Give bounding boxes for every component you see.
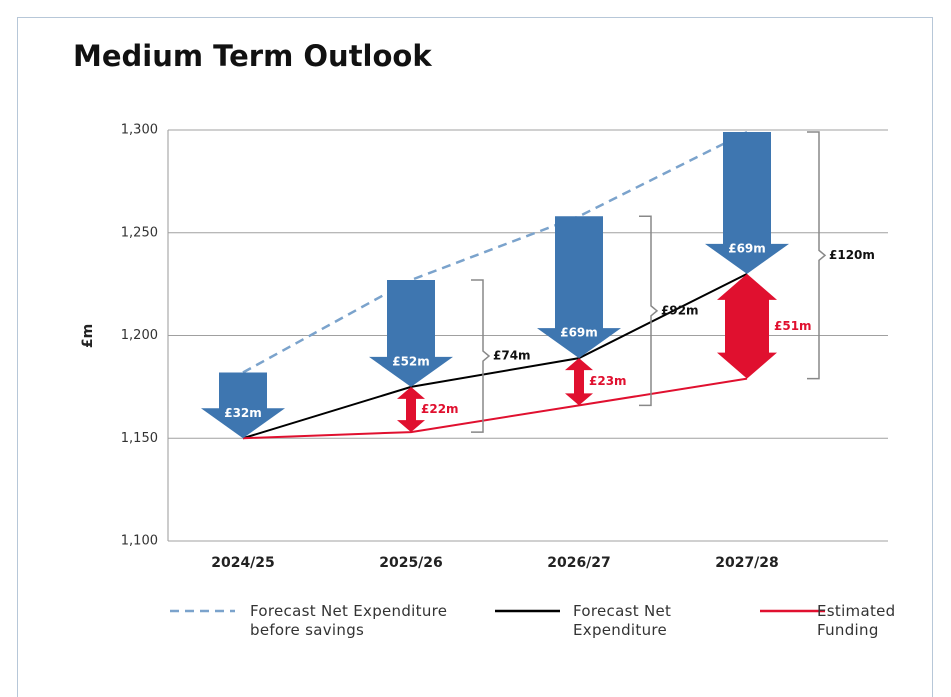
gap-arrow	[565, 358, 593, 406]
total-bracket	[471, 279, 491, 433]
gap-label: £23m	[589, 374, 627, 388]
x-tick-label: 2027/28	[715, 555, 779, 571]
savings-arrow	[369, 280, 453, 387]
savings-arrow	[537, 216, 621, 359]
total-label: £120m	[829, 248, 875, 262]
savings-label: £32m	[224, 406, 262, 420]
legend-label: Estimated Funding	[817, 602, 896, 639]
gap-arrow	[397, 386, 425, 433]
x-tick-label: 2026/27	[547, 555, 611, 571]
total-bracket	[639, 215, 659, 407]
y-tick-label: 1,200	[121, 328, 158, 343]
x-tick-label: 2025/26	[379, 555, 443, 571]
page: {"chart_data": {"type": "line", "title":…	[17, 17, 933, 697]
y-tick-label: 1,250	[121, 225, 158, 240]
gap-arrow	[717, 273, 777, 379]
legend-label: Forecast Net Expenditure	[573, 602, 672, 639]
gap-label: £22m	[421, 402, 459, 416]
savings-label: £69m	[728, 241, 766, 255]
total-label: £74m	[493, 349, 531, 363]
x-tick-label: 2024/25	[211, 555, 275, 571]
y-tick-label: 1,150	[121, 431, 158, 446]
savings-label: £69m	[560, 326, 598, 340]
y-tick-label: 1,100	[121, 534, 158, 549]
y-tick-label: 1,300	[121, 123, 158, 138]
series-line	[242, 377, 748, 440]
savings-label: £52m	[392, 354, 430, 368]
savings-arrow	[705, 132, 789, 274]
chart-title: Medium Term Outlook	[73, 39, 432, 73]
series-line	[242, 272, 748, 440]
total-label: £92m	[661, 303, 699, 317]
legend-label: Forecast Net Expenditure before savings	[250, 602, 448, 639]
savings-arrow	[201, 372, 285, 439]
frame	[17, 17, 933, 697]
total-bracket	[807, 131, 827, 380]
gap-label: £51m	[774, 319, 812, 333]
chart: Medium Term Outlook £m 1,100 1,150 1,200 1,…	[73, 39, 888, 613]
y-axis-label: £m	[80, 324, 96, 348]
series-line	[242, 130, 748, 374]
